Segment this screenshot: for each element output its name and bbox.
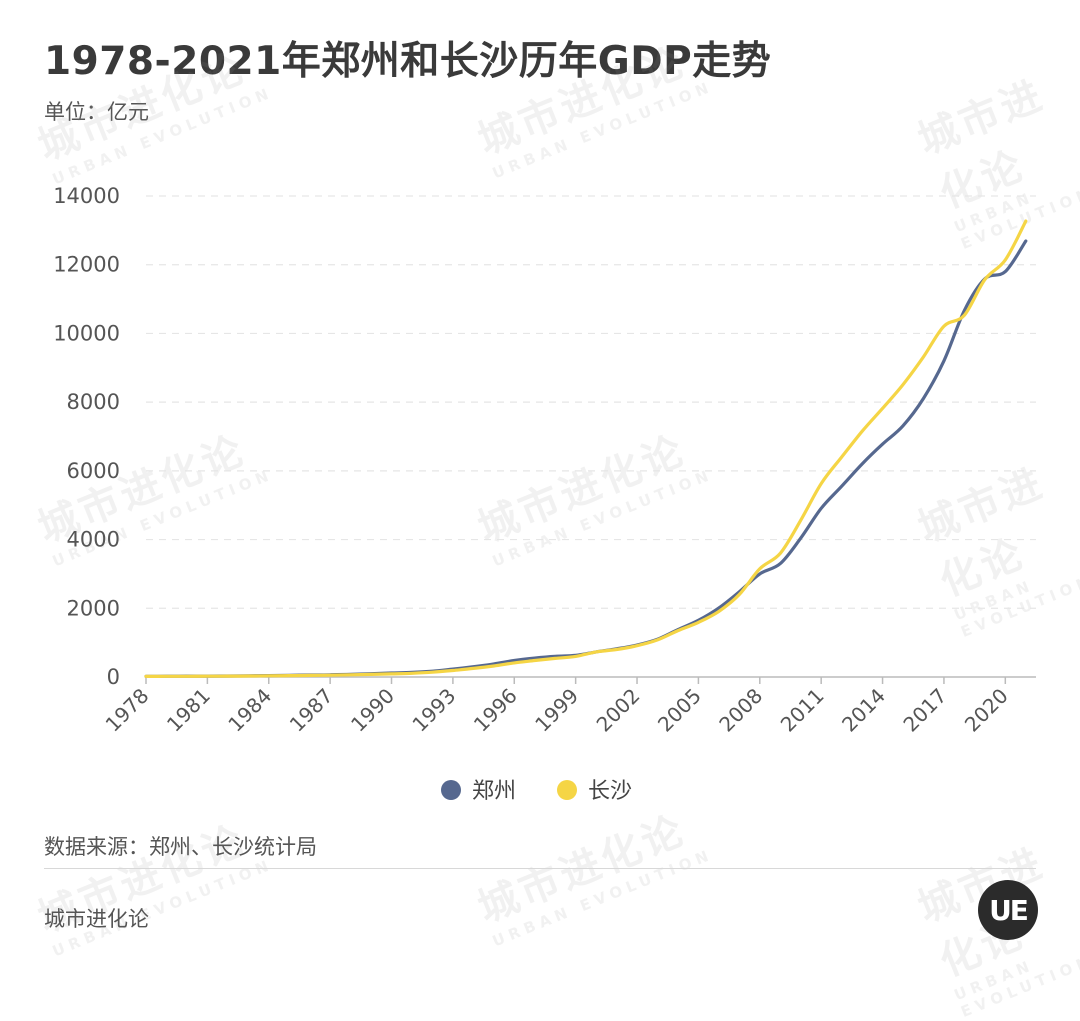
x-tick-label: 2002	[592, 684, 645, 737]
x-tick-label: 2005	[653, 684, 706, 737]
x-tick-label: 1978	[101, 684, 154, 737]
y-tick-label: 2000	[67, 596, 120, 620]
series-lines	[144, 219, 1028, 678]
x-tick-label: 1996	[469, 684, 522, 737]
unit-label: 单位：亿元	[44, 100, 149, 124]
y-tick-label: 4000	[67, 528, 120, 552]
y-axis-ticks: 0 2000 4000 6000 8000 10000 12000 14000	[53, 184, 120, 689]
x-tick-label: 1999	[530, 684, 583, 737]
y-tick-label: 12000	[53, 253, 120, 277]
x-tick-label: 2017	[898, 684, 951, 737]
x-tick-label: 1987	[285, 684, 338, 737]
legend-item-zhengzhou[interactable]: 郑州	[441, 779, 516, 804]
y-tick-label: 6000	[67, 459, 120, 483]
y-tick-label: 14000	[53, 184, 120, 208]
footer-brand: 城市进化论	[44, 907, 149, 931]
legend-marker	[557, 780, 577, 800]
x-tick-label: 1984	[223, 684, 276, 737]
y-tick-label: 8000	[67, 390, 120, 414]
legend-marker	[441, 780, 461, 800]
data-source-note: 数据来源：郑州、长沙统计局	[44, 835, 317, 859]
x-tick-label: 2008	[714, 684, 767, 737]
legend-label: 郑州	[472, 779, 516, 804]
legend-item-changsha[interactable]: 长沙	[557, 779, 632, 804]
brand-logo: UE	[978, 880, 1038, 940]
x-axis-ticks: 1978 1981 1984 1987 1990 1993 1996 1999 2002 2005…	[101, 677, 1013, 737]
series-line-changsha	[144, 219, 1028, 678]
y-tick-label: 10000	[53, 321, 120, 345]
y-tick-label: 0	[107, 665, 120, 689]
watermark: 城市进化论 URBAN EVOLUTION	[31, 816, 276, 961]
legend-label: 长沙	[588, 779, 632, 804]
x-tick-label: 1993	[407, 684, 460, 737]
chart-title: 1978-2021年郑州和长沙历年GDP走势	[44, 39, 772, 84]
x-tick-label: 1990	[346, 684, 399, 737]
gridlines	[146, 195, 1036, 678]
x-tick-label: 1981	[162, 684, 215, 737]
footer-divider	[44, 868, 1036, 869]
x-tick-label: 2020	[960, 684, 1013, 737]
x-tick-label: 2011	[776, 684, 829, 737]
x-tick-label: 2014	[837, 684, 890, 737]
legend: 郑州 长沙	[441, 779, 632, 804]
series-line-zhengzhou	[144, 239, 1028, 678]
